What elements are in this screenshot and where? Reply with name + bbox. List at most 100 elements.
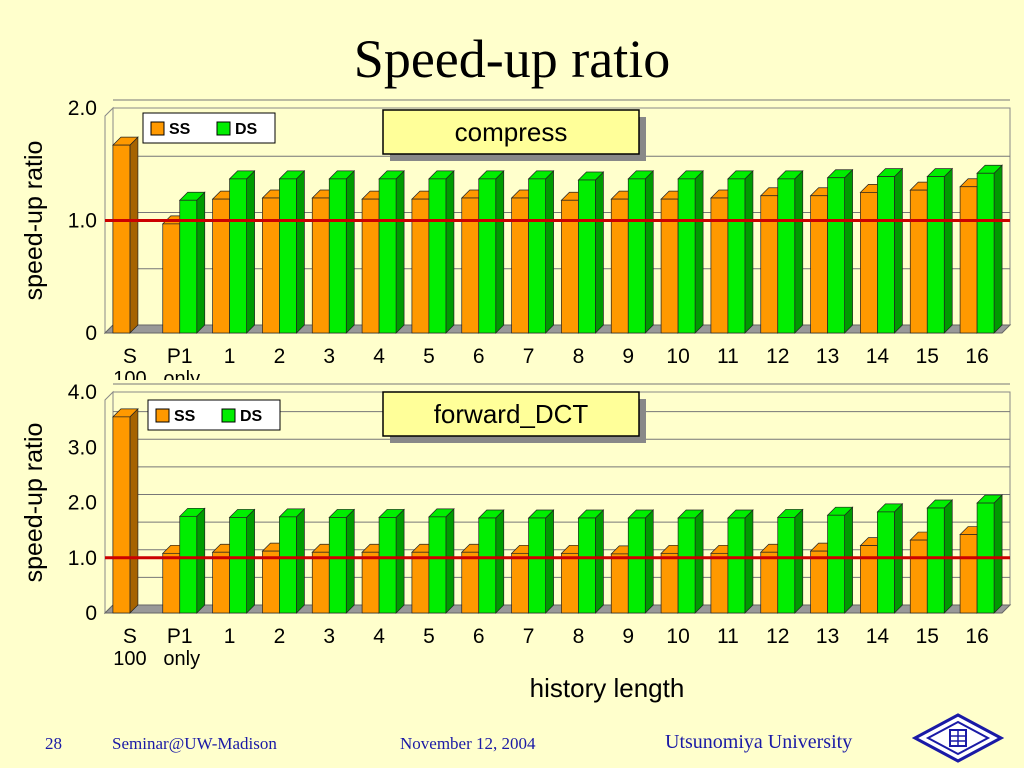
bar-front: [511, 552, 529, 614]
bar-side: [844, 168, 853, 334]
title-background: [382, 391, 640, 437]
bar-front: [179, 199, 198, 334]
x-tick-label: P1: [167, 345, 193, 368]
bar-ds-2: [278, 508, 306, 614]
x-tick-label: 9: [622, 345, 634, 368]
chart-title-box: compress: [382, 109, 646, 161]
x-tick-label: 15: [916, 345, 939, 368]
x-tick-label: 7: [523, 625, 535, 648]
x-tick-label: 10: [666, 345, 689, 368]
x-tick-label: 13: [816, 625, 839, 648]
bar-front: [328, 517, 347, 614]
x-tick-label: S: [123, 345, 137, 368]
bar-ds-11: [727, 170, 754, 334]
x-tick-label: S: [123, 625, 137, 648]
bar-side: [644, 170, 654, 334]
x-tick-label: 6: [473, 625, 485, 648]
bar-front: [578, 179, 596, 334]
bar-front: [727, 178, 746, 334]
x-tick-label: 15: [916, 625, 939, 648]
plot-side-wall: [104, 390, 114, 615]
bar-side: [595, 171, 604, 334]
bar-front: [478, 178, 497, 334]
bar-side: [196, 507, 206, 614]
y-tick-label: 0: [85, 602, 97, 625]
bar-side: [993, 164, 1003, 334]
bar-side: [495, 509, 505, 614]
bar-front: [677, 517, 696, 614]
bar-front: [511, 197, 529, 334]
chart-title: compress: [455, 117, 568, 147]
legend: SS DS: [142, 112, 276, 144]
bar-side: [744, 170, 754, 334]
x-tick-label: 14: [866, 625, 890, 648]
y-tick-label: 0: [85, 322, 97, 345]
legend-box: [142, 112, 276, 144]
bar-front: [528, 517, 546, 614]
slide-title: Speed-up ratio: [353, 29, 671, 89]
bar-front: [328, 178, 347, 334]
bar-ds-13: [826, 506, 854, 614]
bar-side: [545, 170, 554, 334]
bar-ds-13: [826, 168, 854, 334]
bar-front: [909, 539, 928, 614]
bar-ds-7: [527, 509, 555, 614]
bar-ds-p1: [178, 191, 206, 334]
chart-title-box: forward_DCT: [382, 391, 646, 443]
bar-ds-10: [677, 170, 704, 334]
bar-front: [810, 195, 828, 334]
bar-side: [943, 167, 953, 334]
x-tick-label: 12: [766, 345, 789, 368]
bar-ds-4: [378, 170, 405, 334]
bar-front: [610, 553, 629, 614]
y-tick-label: 1.0: [68, 547, 97, 570]
bar-side: [844, 506, 853, 614]
bar-ds-10: [677, 509, 704, 614]
x-tick-label: 13: [816, 345, 839, 368]
bar-front: [262, 550, 280, 614]
bar-ss-s: [112, 136, 139, 334]
bar-ds-3: [328, 508, 356, 614]
x-tick-label: 1: [224, 345, 236, 368]
legend-swatch: [155, 408, 170, 423]
x-tick-label: 2: [274, 345, 286, 368]
x-tick-sublabel: only: [163, 648, 200, 670]
bar-front: [428, 178, 447, 334]
x-tick-label: 16: [965, 345, 988, 368]
legend-box: [147, 399, 281, 431]
bar-ds-11: [727, 509, 754, 614]
bar-ds-6: [477, 509, 505, 614]
bar-front: [660, 552, 679, 614]
x-tick-label: 12: [766, 625, 789, 648]
x-tick-label: 3: [323, 345, 335, 368]
x-axis-label: history length: [530, 673, 685, 703]
title-background: [382, 109, 640, 155]
x-tick-label: 1: [224, 625, 236, 648]
y-axis-label: speed-up ratio: [20, 423, 48, 583]
bar-ds-14: [876, 167, 904, 334]
bar-ds-15: [926, 167, 954, 334]
bar-ds-6: [477, 170, 505, 334]
y-tick-label: 3.0: [68, 436, 97, 459]
bar-front: [777, 178, 796, 334]
x-tick-label: 7: [523, 345, 535, 368]
bar-front: [926, 176, 945, 334]
legend-swatch: [150, 121, 165, 136]
footer-university: Utsunomiya University: [665, 731, 853, 753]
y-tick-label: 2.0: [68, 492, 97, 515]
x-tick-label: 6: [473, 345, 485, 368]
bar-front: [279, 178, 297, 334]
bar-ds-16: [976, 494, 1003, 614]
bar-front: [179, 515, 198, 614]
bar-front: [909, 189, 928, 334]
bar-front: [478, 517, 497, 614]
x-tick-sublabel: 100: [113, 648, 146, 670]
bar-ds-9: [627, 170, 655, 334]
bar-side: [894, 167, 903, 334]
legend: SS DS: [147, 399, 281, 431]
bar-front: [561, 552, 579, 614]
y-tick-label: 2.0: [68, 97, 97, 120]
footer-seminar: Seminar@UW-Madison: [112, 734, 277, 753]
bar-side: [196, 191, 206, 334]
